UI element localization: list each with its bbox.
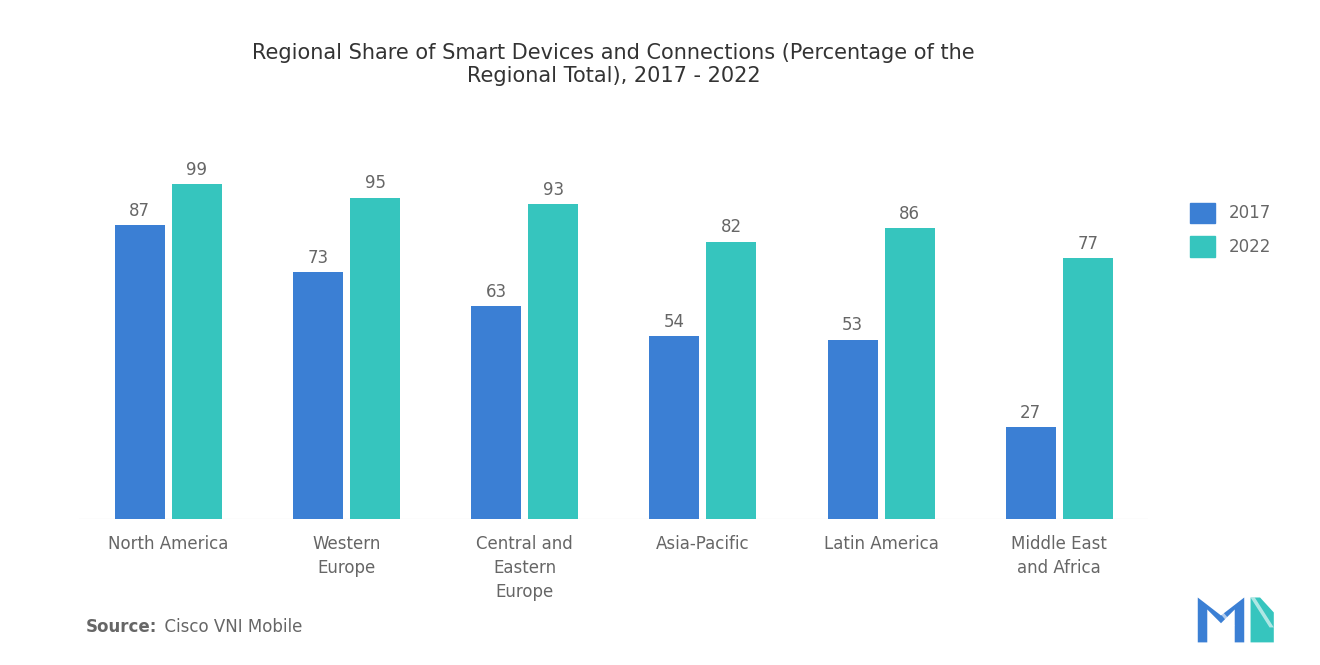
Text: 54: 54 bbox=[664, 313, 685, 331]
Text: 63: 63 bbox=[486, 283, 507, 301]
Bar bbox=[528, 204, 578, 519]
Text: 53: 53 bbox=[842, 317, 863, 334]
Text: Cisco VNI Mobile: Cisco VNI Mobile bbox=[154, 618, 302, 636]
Text: Source:: Source: bbox=[86, 618, 157, 636]
Text: 77: 77 bbox=[1077, 235, 1098, 253]
Bar bbox=[884, 228, 935, 519]
Bar bbox=[649, 336, 700, 519]
Text: 27: 27 bbox=[1020, 404, 1041, 422]
Bar bbox=[1063, 259, 1113, 519]
Text: 95: 95 bbox=[364, 174, 385, 192]
Bar bbox=[828, 340, 878, 519]
Bar bbox=[471, 306, 521, 519]
Polygon shape bbox=[1206, 597, 1234, 626]
Polygon shape bbox=[1197, 597, 1245, 642]
Text: 73: 73 bbox=[308, 249, 329, 267]
Text: 82: 82 bbox=[721, 218, 742, 237]
Title: Regional Share of Smart Devices and Connections (Percentage of the
Regional Tota: Regional Share of Smart Devices and Conn… bbox=[252, 43, 975, 86]
Polygon shape bbox=[1250, 597, 1274, 642]
Legend: 2017, 2022: 2017, 2022 bbox=[1181, 194, 1279, 265]
Text: 93: 93 bbox=[543, 182, 564, 200]
Text: 87: 87 bbox=[129, 201, 150, 219]
Bar bbox=[115, 225, 165, 519]
Text: 86: 86 bbox=[899, 205, 920, 223]
Bar bbox=[1006, 428, 1056, 519]
Bar bbox=[172, 184, 222, 519]
Bar bbox=[350, 198, 400, 519]
Bar bbox=[706, 241, 756, 519]
Polygon shape bbox=[1250, 597, 1274, 628]
Text: 99: 99 bbox=[186, 161, 207, 179]
Bar bbox=[293, 272, 343, 519]
